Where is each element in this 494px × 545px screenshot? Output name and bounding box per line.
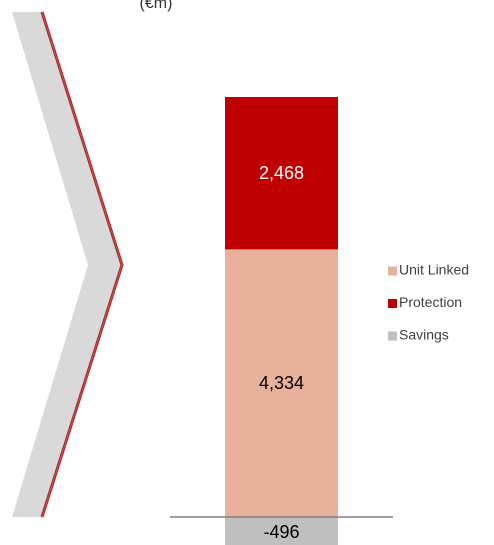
legend-swatch	[388, 331, 397, 341]
legend-label: Unit Linked	[399, 262, 469, 278]
bar-segment	[225, 517, 338, 545]
bar-segment	[225, 249, 338, 517]
data-label: -496	[263, 522, 299, 542]
legend-swatch	[388, 299, 397, 308]
chevron-edge-highlight	[41, 11, 123, 518]
subtitle: (€m)	[140, 0, 173, 12]
data-label: 4,334	[259, 373, 304, 393]
legend-label: Protection	[399, 294, 462, 310]
chevron	[12, 12, 122, 517]
data-label: 2,468	[259, 163, 304, 183]
legend-label: Savings	[399, 327, 449, 343]
bar-segment	[225, 97, 338, 250]
legend-swatch	[388, 266, 397, 276]
